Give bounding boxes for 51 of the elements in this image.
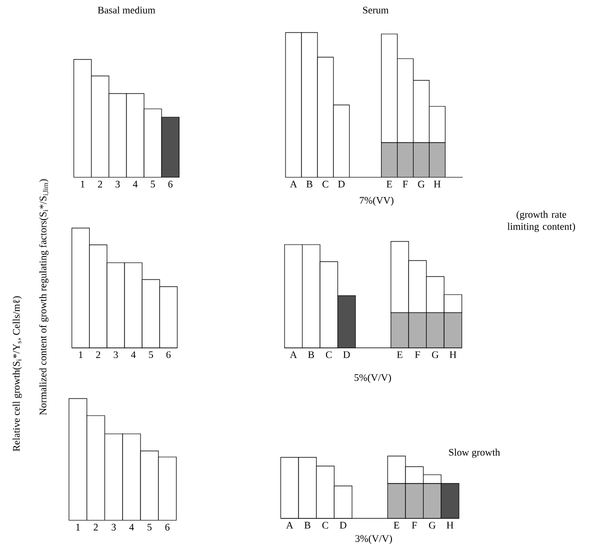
x-tick-label: B	[304, 522, 310, 529]
x-tick-label: 1	[76, 524, 80, 531]
x-tick-label: G	[418, 181, 425, 188]
x-tick-label: H	[434, 181, 441, 188]
x-tick-label: 4	[129, 524, 134, 531]
x-tick-label: C	[322, 181, 328, 188]
x-tick-label: 4	[132, 181, 138, 188]
x-tick-label: F	[412, 522, 417, 529]
x-tick-label: 5	[150, 181, 155, 188]
x-tick-label: D	[340, 522, 346, 529]
x-tick-label: B	[306, 181, 312, 188]
x-tick-label: 3	[114, 352, 118, 358]
x-tick-label: 4	[131, 352, 136, 358]
x-tick-label: 5	[148, 352, 154, 358]
x-tick-label: H	[450, 352, 456, 358]
x-tick-label: C	[326, 352, 332, 358]
annotation: Slow growth	[449, 448, 500, 458]
x-tick-label: 6	[165, 524, 170, 531]
x-tick-label: E	[396, 352, 402, 358]
x-tick-label: 3	[112, 524, 116, 531]
x-tick-label: E	[386, 181, 392, 188]
x-tick-label: 3	[116, 181, 120, 188]
x-tick-label: F	[402, 181, 408, 188]
x-tick-label: A	[286, 522, 294, 529]
x-tick-label: G	[432, 352, 439, 358]
x-tick-label: 2	[96, 352, 100, 358]
x-tick-label: D	[343, 352, 350, 358]
x-tick-label: F	[414, 352, 420, 358]
chart-title: Basal medium	[98, 6, 156, 14]
x-tick-label: 2	[98, 181, 102, 188]
x-tick-label: B	[308, 352, 314, 358]
x-axis-title: 3%(V/V)	[355, 535, 392, 544]
x-tick-label: 6	[166, 352, 171, 358]
chart-title: Serum	[363, 6, 389, 14]
x-axis-title: 5%(V/V)	[354, 374, 391, 384]
x-tick-label: C	[322, 522, 328, 529]
x-tick-label: G	[428, 522, 436, 529]
x-tick-label: A	[290, 352, 297, 358]
x-tick-label: 6	[168, 181, 173, 188]
x-tick-label: 1	[79, 352, 83, 358]
x-tick-label: 2	[94, 524, 98, 531]
x-tick-label: H	[446, 522, 454, 529]
x-axis-title: 7%(VV)	[360, 196, 394, 206]
x-tick-label: 1	[80, 181, 84, 188]
x-tick-label: A	[290, 181, 298, 188]
x-tick-label: 5	[148, 524, 152, 531]
y-axis-title: Relative cell growth(S$_{i}$*/Y$_{s}$, Cells/mℓ)	[12, 296, 22, 452]
text: Normalized content of growth regulating factors(S$_{i}$*/S$_{i,lim}$)	[39, 179, 49, 416]
x-tick-label: D	[338, 181, 345, 188]
text: (growth rate limiting content)	[507, 210, 575, 232]
x-tick-label: E	[394, 522, 400, 529]
